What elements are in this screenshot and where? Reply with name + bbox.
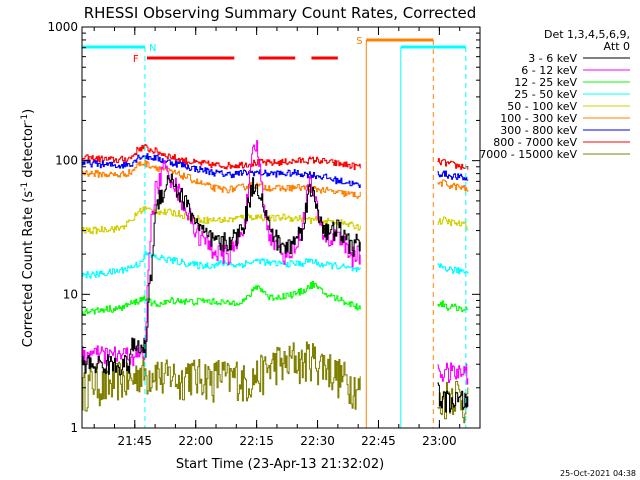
series-line-9-seg-1 (82, 341, 361, 412)
legend-label-4: 25 - 50 keV (514, 88, 577, 101)
legend-label-8: 800 - 7000 keV (493, 136, 577, 149)
legend-label-7: 300 - 800 keV (500, 124, 577, 137)
series-line-3-seg-1 (82, 281, 361, 315)
y-tick-label-3: 100 (55, 154, 78, 168)
flag-f: F (133, 54, 139, 65)
x-tick-label-6: 23:00 (422, 434, 457, 448)
y-tick-label-1: 1 (70, 421, 78, 435)
x-tick-label-5: 22:45 (361, 434, 396, 448)
flag-s: S (356, 36, 362, 47)
legend-header-detectors: Det 1,3,4,5,6,9, (544, 28, 630, 41)
legend-header-attenuator: Att 0 (604, 40, 630, 53)
axis-layer: 1 10 100 1000 21:45 22:00 22:15 22:30 22:45 23:00 (47, 20, 481, 448)
x-tick-label-1: 21:45 (117, 434, 152, 448)
legend-label-2: 6 - 12 keV (521, 64, 577, 77)
series-line-4-seg-1 (82, 250, 361, 279)
series-line-6-seg-2 (437, 179, 469, 192)
legend-label-9: 7000 - 15000 keV (479, 148, 577, 161)
x-tick-label-2: 22:00 (178, 434, 213, 448)
legend-label-1: 3 - 6 keV (528, 52, 577, 65)
marker-layer: NF S (82, 36, 467, 428)
x-tick-label-4: 22:30 (300, 434, 335, 448)
x-tick-label-3: 22:15 (239, 434, 274, 448)
y-axis-label: Corrected Count Rate (s-1 detector-1) (20, 109, 36, 347)
series-line-4-seg-2 (437, 263, 469, 275)
series-line-8-seg-1 (82, 143, 361, 171)
timestamp: 25-Oct-2021 04:38 (560, 469, 636, 478)
y-tick-label-4: 1000 (47, 20, 78, 34)
legend-label-3: 12 - 25 keV (514, 76, 577, 89)
series-line-3-seg-2 (437, 300, 469, 313)
plot-frame (81, 26, 481, 429)
y-tick-label-2: 10 (63, 287, 78, 301)
series-line-5-seg-1 (82, 206, 361, 235)
series-line-1-seg-1 (82, 173, 361, 376)
chart-title: RHESSI Observing Summary Count Rates, Co… (84, 4, 477, 22)
series-line-8-seg-2 (437, 158, 469, 170)
series-line-1-seg-2 (437, 382, 469, 413)
series-line-2-seg-2 (437, 362, 469, 385)
series-line-5-seg-2 (437, 216, 469, 231)
series-line-7-seg-2 (437, 170, 469, 181)
legend-label-6: 100 - 300 keV (500, 112, 577, 125)
data-layer (82, 140, 469, 424)
flag-n: N (149, 43, 156, 54)
x-axis-label: Start Time (23-Apr-13 21:32:02) (176, 457, 384, 472)
series-line-7-seg-1 (82, 153, 361, 188)
legend-label-5: 50 - 100 keV (507, 100, 577, 113)
